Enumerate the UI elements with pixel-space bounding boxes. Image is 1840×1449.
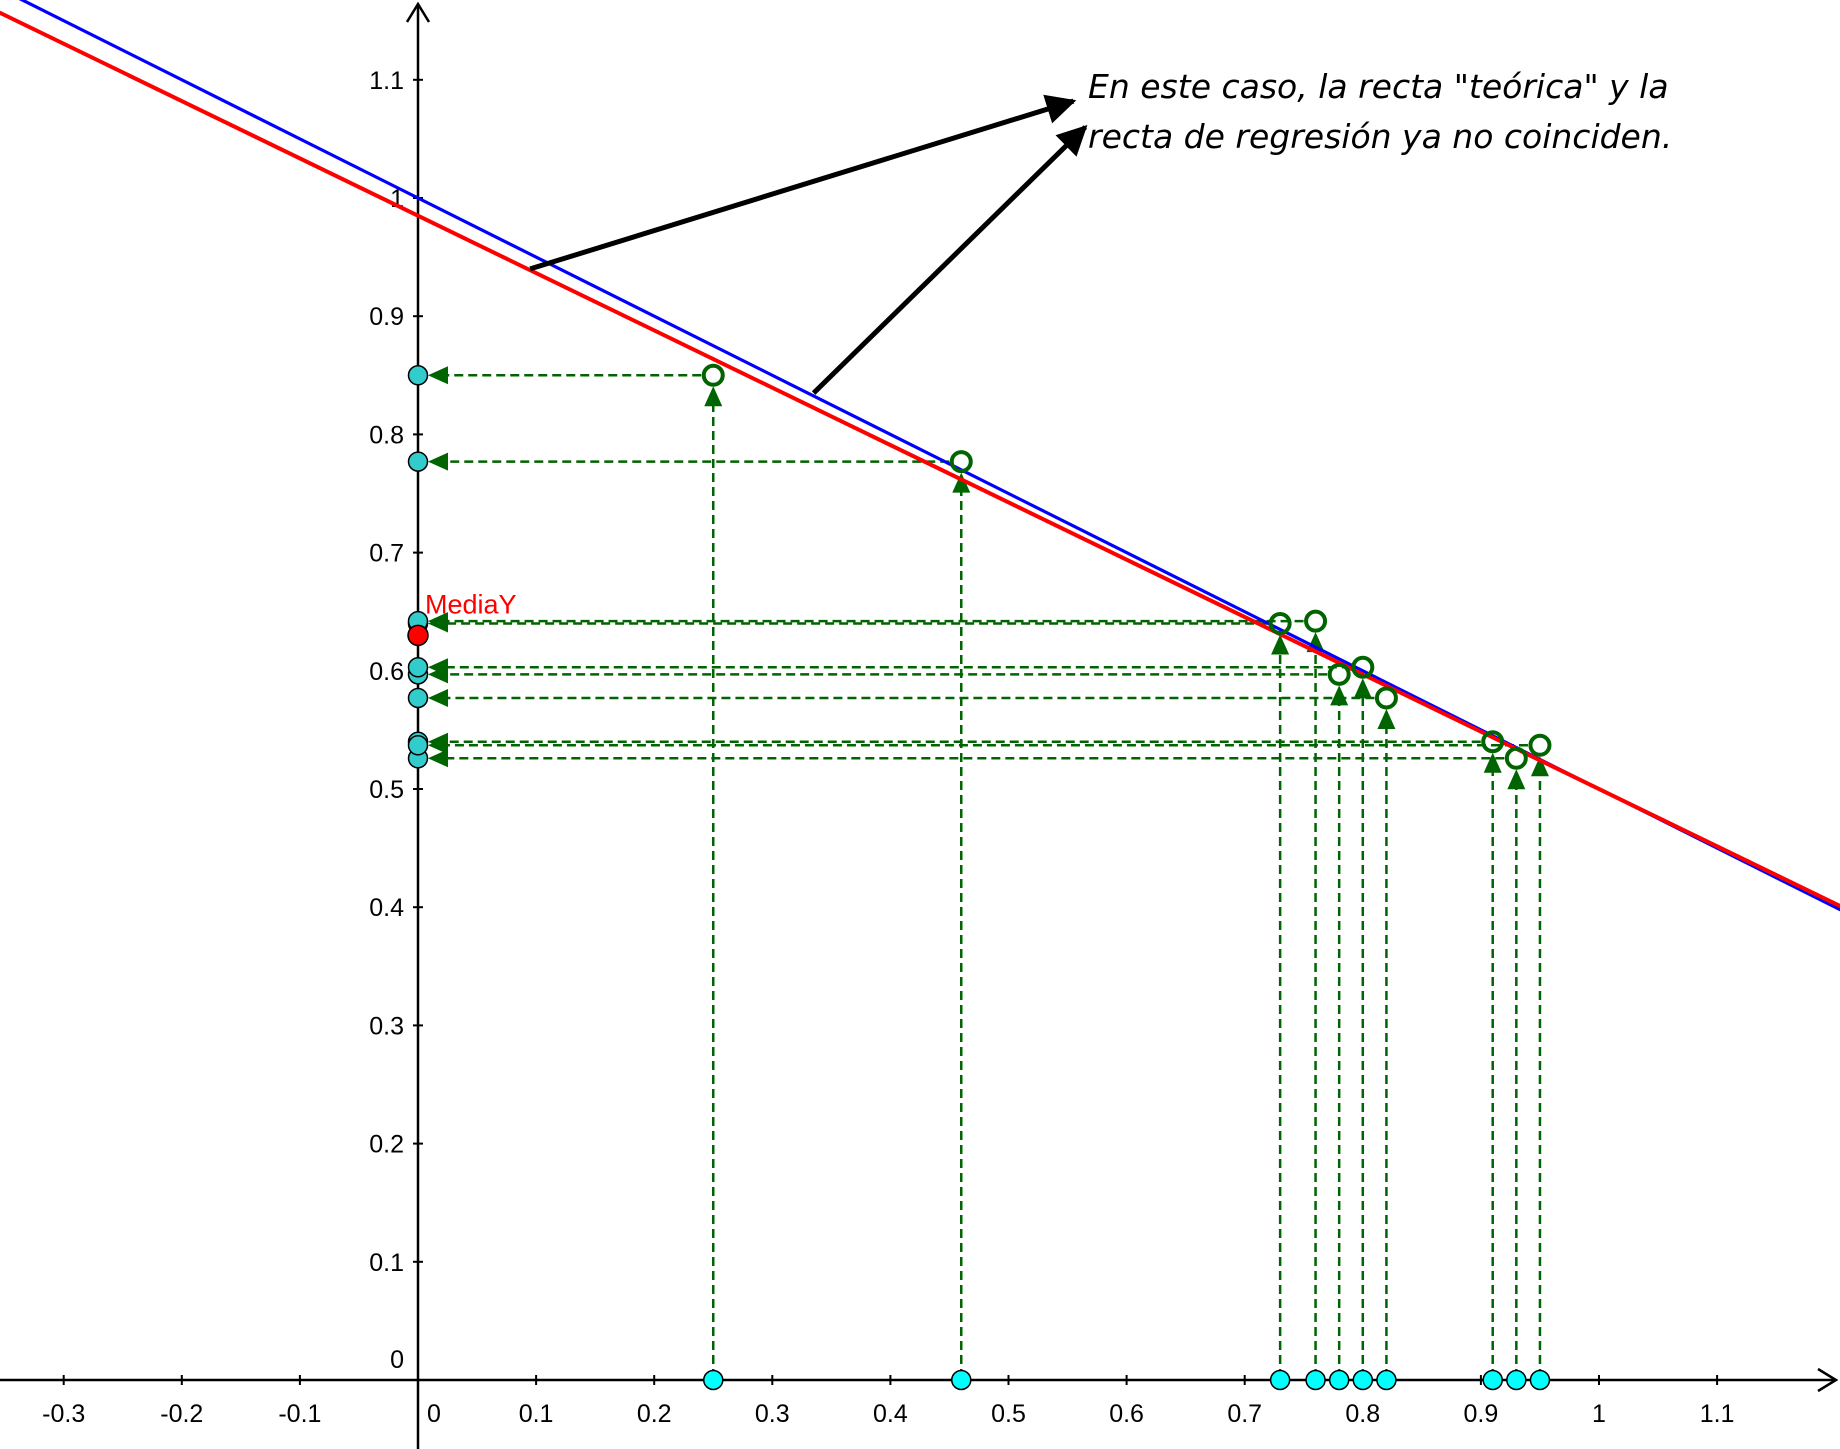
- x-axis-point: [1328, 1369, 1350, 1391]
- projection-vertical-arrow: [1271, 634, 1290, 655]
- x-tick-label: -0.2: [160, 1400, 203, 1428]
- projection-vertical-arrow: [1330, 685, 1349, 706]
- data-point: [1327, 662, 1351, 686]
- x-axis-point: [1482, 1369, 1503, 1391]
- x-axis-point: [1352, 1369, 1374, 1391]
- data-point: [1351, 655, 1375, 679]
- projection-vertical-arrow: [704, 386, 723, 407]
- annotation-arrows: [529, 94, 1088, 395]
- mean-y-point: [407, 624, 429, 647]
- data-points: [407, 363, 1552, 1391]
- y-tick-label: 1.1: [369, 67, 404, 95]
- annotation-text: En este caso, la recta "teórica" y la re…: [1088, 62, 1828, 162]
- y-tick-label: 0.1: [369, 1249, 404, 1277]
- x-axis-point: [703, 1369, 724, 1391]
- data-point: [949, 450, 973, 474]
- data-point: [1374, 686, 1398, 710]
- y-axis-point: [407, 687, 429, 709]
- data-point: [1528, 733, 1552, 757]
- x-tick-label: -0.3: [42, 1400, 85, 1428]
- x-tick-label: 0.8: [1345, 1400, 1380, 1428]
- projection-horizontal-arrow: [428, 658, 448, 677]
- y-tick-label: 0: [390, 1346, 404, 1374]
- data-point: [1268, 612, 1292, 636]
- projection-vertical-arrow: [1483, 752, 1502, 773]
- x-tick-label: 0.3: [755, 1400, 790, 1428]
- y-tick-label: 0.3: [369, 1012, 404, 1040]
- x-tick-label: 0.7: [1227, 1400, 1262, 1428]
- y-axis-point: [407, 365, 429, 386]
- projection-horizontal-arrow: [428, 736, 448, 755]
- x-tick-label: 0.5: [991, 1400, 1026, 1428]
- x-tick-label: -0.1: [278, 1400, 321, 1428]
- y-tick-label: 0.4: [369, 894, 404, 922]
- y-axis-point: [407, 451, 429, 472]
- y-tick-label: 0.2: [369, 1131, 404, 1159]
- x-tick-label: 1: [1592, 1400, 1606, 1428]
- data-point: [1504, 746, 1528, 770]
- projection-horizontal-arrow: [428, 749, 448, 768]
- projection-horizontal-arrow: [428, 688, 448, 707]
- annotation-line-1: En este caso, la recta "teórica" y la: [1088, 67, 1669, 106]
- y-axis-point: [407, 657, 429, 678]
- x-tick-label: 0.2: [637, 1400, 672, 1428]
- data-point: [1481, 730, 1505, 754]
- data-point: [701, 363, 725, 387]
- y-axis-arrow: [405, 1, 431, 23]
- data-point: [1304, 609, 1328, 633]
- x-tick-label: 0.1: [519, 1400, 554, 1428]
- x-tick-label: 0.9: [1464, 1400, 1499, 1428]
- projection-vertical-arrow: [1353, 678, 1372, 699]
- annotation-arrow-2: [811, 124, 1088, 395]
- x-axis-point: [1269, 1369, 1291, 1391]
- x-axis-point: [1529, 1369, 1551, 1391]
- y-tick-label: 0.5: [369, 776, 404, 804]
- annotation-arrow-1: [529, 94, 1077, 272]
- projection-vertical-arrow: [1507, 769, 1526, 790]
- x-tick-label: 0.4: [873, 1400, 908, 1428]
- x-tick-label: 0: [427, 1400, 441, 1428]
- y-tick-label: 0.6: [369, 658, 404, 686]
- projection-lines: [428, 366, 1549, 1378]
- projection-horizontal-arrow: [428, 452, 448, 471]
- projection-vertical-arrow: [1377, 708, 1396, 729]
- x-axis-point: [951, 1369, 972, 1391]
- regression-line: [0, 10, 1840, 909]
- mean-y-label: MediaY: [425, 589, 517, 619]
- y-tick-label: 0.7: [369, 540, 404, 568]
- y-tick-label: 0.9: [369, 303, 404, 331]
- x-axis-arrow: [1817, 1367, 1839, 1393]
- x-tick-label: 0.6: [1109, 1400, 1144, 1428]
- projection-horizontal-arrow: [428, 366, 448, 385]
- x-axis-point: [1506, 1369, 1527, 1391]
- x-axis-point: [1376, 1369, 1397, 1391]
- x-tick-label: 1.1: [1700, 1400, 1735, 1428]
- fit-lines: [0, 0, 1840, 912]
- projection-vertical-arrow: [1530, 756, 1549, 777]
- x-axis-point: [1305, 1369, 1326, 1391]
- y-tick-label: 0.8: [369, 421, 404, 449]
- y-axis-point: [407, 735, 429, 756]
- projection-horizontal-arrow: [428, 612, 448, 631]
- projection-vertical-arrow: [952, 472, 971, 493]
- annotation-line-2: recta de regresión ya no coinciden.: [1088, 117, 1673, 156]
- tick-labels: -0.3 -0.2 -0.1 0 0.1 0.2 0.3 0.4 0.5 0.6 0.7 0.8 0.9…: [42, 67, 1734, 1428]
